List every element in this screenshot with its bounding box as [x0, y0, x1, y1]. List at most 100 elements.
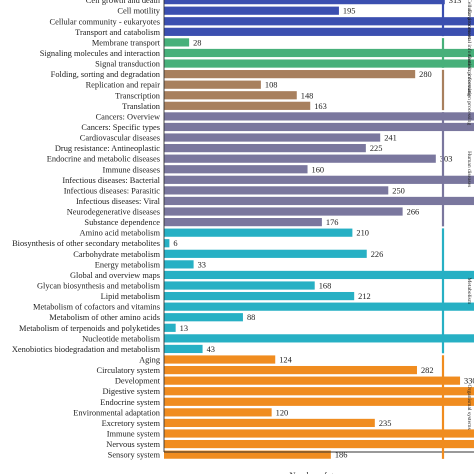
value-label: 235	[379, 419, 392, 428]
category-label: Cancers: Specific types	[81, 123, 160, 132]
group-label: Organismal systems	[466, 385, 472, 430]
category-label: Transcription	[115, 91, 161, 100]
category-label: Immune system	[107, 430, 161, 439]
category-label: Signal transduction	[95, 60, 161, 69]
category-label: Nervous system	[106, 440, 160, 449]
bar	[164, 6, 339, 15]
bar	[164, 175, 474, 184]
value-label: 160	[312, 165, 325, 174]
value-label: 241	[384, 134, 397, 143]
category-label: Signaling molecules and interaction	[40, 49, 161, 58]
value-label: 266	[407, 208, 420, 217]
bar	[164, 418, 375, 428]
category-label: Drug resistance: Antineoplastic	[55, 144, 160, 153]
category-label: Xenobiotics biodegradation and metabolis…	[12, 345, 161, 354]
category-label: Substance dependence	[84, 218, 160, 227]
bar	[164, 0, 445, 5]
bar	[164, 101, 311, 110]
category-label: Immune diseases	[103, 165, 160, 174]
category-label: Nucleotide metabolism	[82, 334, 160, 343]
category-label: Cell motility	[117, 7, 160, 16]
category-label: Carbohydrate metabolism	[73, 250, 160, 259]
category-label: Amino acid metabolism	[80, 229, 161, 238]
bar	[164, 365, 417, 375]
bar	[164, 27, 474, 36]
axis-layer: 50010001500Number of genes	[163, 0, 474, 474]
value-label: 210	[356, 229, 369, 238]
category-label: Development	[115, 377, 161, 386]
value-label: 120	[276, 408, 289, 417]
value-label: 225	[370, 144, 383, 153]
value-label: 168	[319, 282, 332, 291]
bar	[164, 112, 474, 121]
value-label: 6	[173, 239, 177, 248]
category-label: Infectious diseases: Viral	[76, 197, 161, 206]
bar	[164, 228, 353, 237]
category-label: Aging	[139, 356, 161, 365]
category-label: Cancers: Overview	[96, 112, 161, 121]
group-label: Human diseases	[466, 151, 472, 187]
bar	[164, 355, 276, 364]
bar	[164, 122, 474, 132]
x-axis-title: Number of genes	[289, 470, 349, 474]
category-label: Digestive system	[103, 387, 161, 396]
group-label: Genetic information processing	[466, 55, 473, 126]
bar	[164, 260, 194, 269]
category-label: Biosynthesis of other secondary metaboli…	[12, 239, 160, 248]
category-label: Endocrine and metabolic diseases	[47, 155, 160, 164]
bar	[164, 249, 367, 258]
category-label: Metabolism of cofactors and vitamins	[33, 303, 160, 312]
bar	[164, 133, 381, 142]
bar	[164, 291, 355, 301]
bar	[164, 59, 474, 68]
bar-layer	[164, 0, 474, 459]
bar	[164, 323, 176, 332]
bar	[164, 165, 308, 174]
bar	[164, 408, 272, 417]
bar	[164, 80, 261, 89]
value-label: 13	[180, 324, 188, 333]
value-label: 176	[326, 218, 339, 227]
bar	[164, 239, 170, 248]
value-label: 303	[440, 155, 453, 164]
category-label: Infectious diseases: Parasitic	[64, 186, 161, 195]
value-label: 163	[314, 102, 327, 111]
value-label: 33	[198, 260, 206, 269]
bar	[164, 313, 243, 322]
bar	[164, 48, 474, 58]
bar	[164, 270, 474, 280]
bar	[164, 439, 474, 449]
category-label: Excretory system	[102, 419, 161, 428]
bar	[164, 281, 315, 290]
group-label: Environmental information processing	[466, 10, 473, 97]
category-label: Sensory system	[108, 451, 161, 460]
value-label: 250	[392, 186, 405, 195]
bar	[164, 17, 474, 26]
category-label: Endocrine system	[100, 398, 160, 407]
bar	[164, 207, 403, 216]
bar	[164, 196, 474, 206]
category-label: Glycan biosynthesis and metabolism	[37, 282, 161, 291]
category-label: Cellular community - eukaryotes	[50, 17, 160, 26]
label-layer: Cell growth and death 313 Cell motility 195…	[12, 0, 474, 460]
value-label: 108	[265, 81, 278, 90]
bar	[164, 91, 297, 100]
category-label: Metabolism of terpenoids and polyketides	[19, 324, 160, 333]
bar	[164, 186, 389, 195]
bar	[164, 450, 331, 459]
category-label: Metabolism of other amino acids	[49, 313, 160, 322]
value-label: 148	[301, 91, 314, 100]
bar	[164, 376, 461, 385]
value-label: 124	[279, 356, 292, 365]
value-label: 212	[358, 292, 371, 301]
category-label: Translation	[122, 102, 161, 111]
category-label: Folding, sorting and degradation	[51, 70, 161, 79]
category-label: Environmental adaptation	[73, 408, 161, 417]
value-label: 195	[343, 7, 356, 16]
category-label: Transport and catabolism	[75, 28, 160, 37]
bar	[164, 302, 474, 311]
category-label: Lipid metabolism	[101, 292, 161, 301]
value-label: 88	[247, 313, 255, 322]
